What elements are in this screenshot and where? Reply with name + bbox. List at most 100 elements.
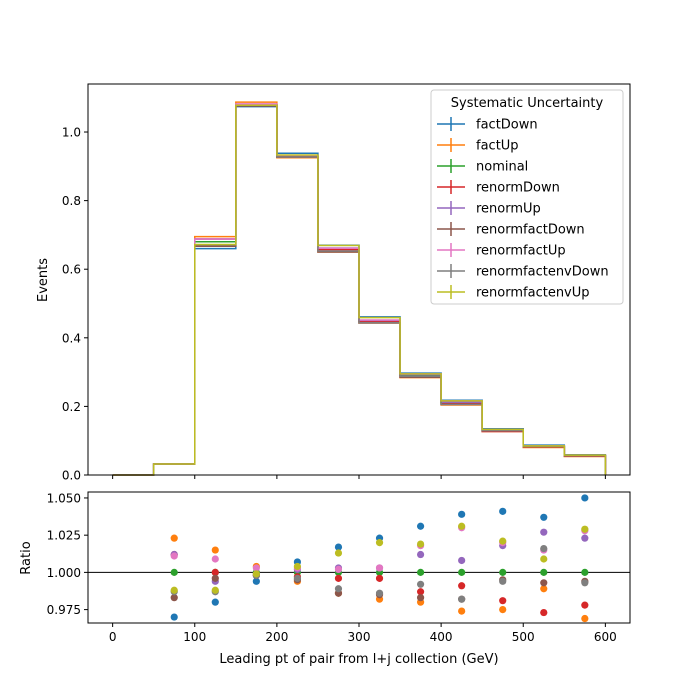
ratio-point-renormfactUp (334, 565, 343, 574)
ratio-point-renormDown (458, 582, 466, 590)
ratio-point-nominal (581, 568, 589, 576)
ratio-point-factDown (252, 577, 260, 585)
ratio-point-nominal (170, 568, 178, 576)
histogram-y-tick-label: 0.4 (62, 331, 81, 345)
legend-label: nominal (476, 160, 528, 175)
step-series-renormfactenvUp (112, 104, 607, 476)
ratio-point-renormUp (458, 556, 466, 565)
ratio-y-axis-label: Ratio (19, 541, 34, 574)
histogram-y-tick-label: 0.8 (62, 194, 81, 208)
ratio-x-tick-label: 300 (348, 630, 371, 644)
ratio-y-ticks: 0.975 1.000 1.025 1.050 (47, 491, 88, 617)
ratio-points (170, 494, 589, 623)
ratio-point-renormfactenvDown (499, 577, 507, 585)
legend: Systematic Uncertainty factDown factUp nom… (430, 89, 624, 305)
ratio-point-renormDown (581, 601, 589, 609)
ratio-point-renormUp (581, 534, 589, 542)
legend-item-renormfactDown: renormfactDown (437, 222, 585, 238)
ratio-y-tick-label: 0.975 (47, 603, 81, 617)
ratio-panel: 0 100 200 300 400 500 600 0.975 1.000 1.025 1.050… (19, 491, 631, 667)
ratio-point-renormfactenvUp (252, 570, 260, 578)
legend-label: factUp (476, 139, 519, 154)
ratio-point-renormfactenvUp (170, 586, 178, 594)
legend-label: renormfactDown (476, 223, 585, 238)
histogram-panel: 0.0 0.2 0.4 0.6 0.8 1.0 Events Systematic Unc… (36, 83, 631, 483)
ratio-point-factUp (499, 606, 507, 614)
histogram-y-axis-label: Events (36, 258, 51, 302)
ratio-point-renormDown (416, 588, 425, 596)
legend-label: renormfactUp (476, 244, 566, 259)
ratio-x-tick-label: 400 (430, 630, 453, 644)
histogram-series (112, 101, 607, 476)
ratio-point-renormfactenvUp (416, 540, 425, 548)
histogram-y-tick-label: 0.0 (62, 469, 81, 483)
ratio-point-nominal (458, 568, 466, 576)
ratio-point-nominal (540, 568, 548, 576)
ratio-point-factDown (499, 507, 507, 515)
ratio-point-renormfactenvDown (581, 579, 589, 587)
ratio-point-renormfactUp (375, 564, 384, 572)
histogram-y-tick-label: 0.2 (62, 400, 81, 414)
ratio-point-factUp (540, 585, 548, 593)
ratio-x-axis-label: Leading pt of pair from l+j collection (… (219, 652, 498, 667)
ratio-point-factUp (581, 614, 589, 623)
ratio-point-factDown (581, 494, 589, 502)
ratio-point-factDown (416, 522, 425, 530)
ratio-y-tick-label: 1.050 (47, 491, 81, 505)
legend-item-renormDown: renormDown (437, 180, 560, 196)
ratio-point-renormfactenvDown (416, 580, 425, 588)
legend-items: factDown factUp nominal renormDown renormUp r… (437, 117, 609, 301)
legend-label: renormDown (476, 181, 560, 196)
ratio-point-renormDown (375, 574, 384, 582)
ratio-x-tick-label: 100 (183, 630, 206, 644)
ratio-point-renormfactDown (540, 579, 548, 587)
ratio-point-renormfactenvDown (375, 589, 384, 597)
ratio-point-nominal (499, 568, 507, 576)
legend-label: renormfactenvDown (476, 265, 609, 280)
ratio-point-renormfactenvUp (375, 539, 384, 547)
ratio-point-renormUp (540, 528, 548, 536)
legend-label: renormfactenvUp (476, 286, 590, 301)
ratio-point-renormfactDown (416, 594, 425, 602)
ratio-point-renormfactenvUp (458, 522, 466, 530)
ratio-point-renormfactenvDown (334, 585, 343, 593)
ratio-point-renormfactDown (211, 574, 219, 582)
legend-frame (430, 89, 624, 305)
ratio-point-renormfactenvUp (211, 586, 219, 594)
ratio-point-factDown (334, 543, 343, 551)
ratio-point-factDown (458, 510, 466, 518)
ratio-x-tick-label: 500 (512, 630, 535, 644)
ratio-point-renormfactenvUp (293, 562, 302, 571)
ratio-point-renormfactenvUp (334, 549, 343, 557)
ratio-point-factDown (211, 598, 219, 606)
ratio-point-renormfactenvUp (540, 555, 548, 563)
ratio-point-nominal (416, 568, 425, 576)
ratio-point-factUp (211, 546, 219, 554)
ratio-point-renormfactenvDown (293, 574, 302, 582)
ratio-point-renormfactenvDown (540, 544, 548, 553)
histogram-y-ticks: 0.0 0.2 0.4 0.6 0.8 1.0 (62, 126, 88, 483)
ratio-point-renormfactDown (170, 594, 178, 602)
ratio-x-tick-label: 200 (265, 630, 288, 644)
legend-item-renormUp: renormUp (437, 201, 541, 217)
ratio-point-factDown (170, 613, 178, 621)
ratio-point-factUp (458, 607, 466, 615)
legend-item-renormfactenvUp: renormfactenvUp (437, 285, 590, 301)
ratio-point-renormDown (540, 608, 548, 617)
histogram-y-tick-label: 0.6 (62, 263, 81, 277)
ratio-point-factUp (170, 534, 178, 542)
ratio-point-renormfactenvUp (581, 525, 589, 533)
ratio-point-renormDown (211, 568, 219, 576)
legend-label: renormUp (476, 202, 541, 217)
legend-item-renormfactenvDown: renormfactenvDown (437, 264, 609, 280)
legend-label: factDown (476, 118, 538, 133)
legend-item-factUp: factUp (437, 138, 519, 154)
ratio-point-renormfactenvUp (499, 537, 507, 545)
ratio-point-renormfactUp (252, 564, 260, 572)
ratio-point-renormDown (334, 574, 343, 582)
ratio-y-tick-label: 1.000 (47, 566, 81, 580)
ratio-x-tick-label: 0 (109, 630, 117, 644)
histogram-y-tick-label: 1.0 (62, 126, 81, 140)
ratio-x-tick-label: 600 (594, 630, 617, 644)
